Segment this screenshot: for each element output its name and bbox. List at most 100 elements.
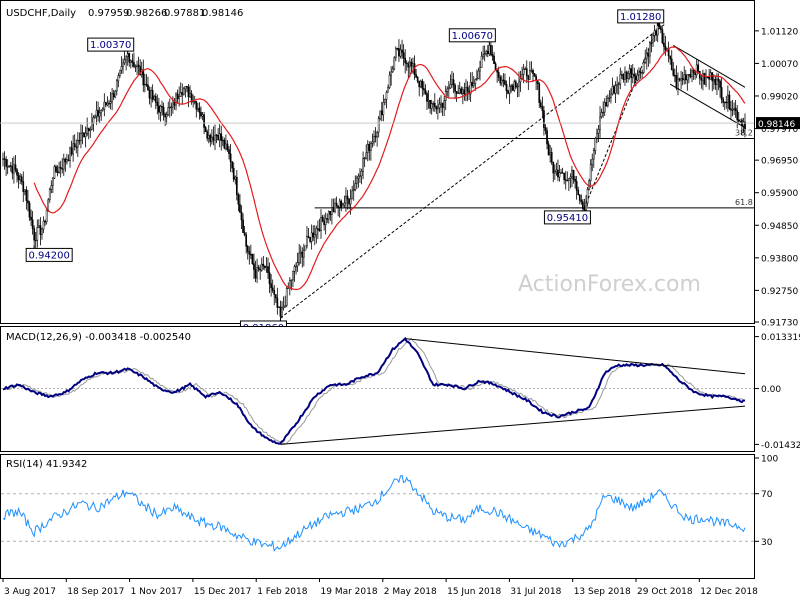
candle-body (283, 307, 284, 308)
candle-body (663, 43, 664, 47)
last-price-label: 0.98146 (758, 120, 795, 130)
candle-body (677, 79, 678, 88)
candle-body (576, 181, 577, 190)
candle-body (372, 142, 373, 143)
candle-body (578, 190, 579, 195)
candle-body (571, 170, 572, 177)
candle-body (126, 57, 127, 60)
candle-body (723, 99, 724, 102)
candle-body (13, 165, 14, 173)
candle-body (85, 133, 86, 136)
candle-body (80, 134, 81, 141)
candle-body (501, 80, 502, 83)
candle-body (230, 154, 231, 162)
candle-body (249, 252, 250, 255)
candle-body (670, 56, 671, 59)
candle-body (406, 63, 407, 64)
candle-body (375, 136, 376, 137)
swing-label-text: 1.00370 (90, 40, 131, 51)
candle-body (690, 74, 691, 77)
candle-body (166, 115, 167, 117)
candle-body (74, 144, 75, 147)
x-tick-label: 1 Nov 2017 (131, 587, 183, 597)
candle-body (105, 102, 106, 105)
candle-body (440, 103, 441, 104)
candle-body (732, 109, 733, 110)
candle-body (40, 226, 41, 235)
candle-body (392, 69, 393, 72)
macd-tick-label: 0.00 (761, 385, 781, 395)
candle-body (422, 81, 423, 88)
candle-body (147, 85, 148, 90)
candle-body (275, 295, 276, 298)
candle-body (512, 86, 513, 91)
candle-body (29, 203, 30, 217)
candle-body (649, 42, 650, 56)
x-tick-label: 19 Mar 2018 (321, 587, 378, 597)
candle-body (364, 158, 365, 159)
candle-body (587, 189, 588, 203)
candle-body (673, 70, 674, 76)
candle-body (175, 94, 176, 105)
candle-body (542, 107, 543, 111)
candle-body (183, 89, 184, 94)
candle-body (546, 131, 547, 144)
candle-body (347, 196, 348, 199)
candle-body (637, 75, 638, 80)
candle-body (487, 51, 488, 54)
candle-body (322, 217, 323, 221)
candle-body (94, 116, 95, 118)
candle-body (606, 102, 607, 105)
candle-body (585, 203, 586, 210)
rsi-tick-label: 30 (761, 538, 773, 548)
candle-body (199, 108, 200, 112)
candle-body (515, 82, 516, 87)
candle-body (35, 240, 36, 241)
x-tick-label: 13 Sep 2018 (574, 587, 631, 597)
candle-body (635, 76, 636, 80)
candle-body (96, 110, 97, 116)
candle-body (112, 94, 113, 102)
candle-body (333, 207, 334, 211)
candle-body (348, 199, 349, 204)
candle-body (490, 45, 491, 54)
candle-body (493, 56, 494, 64)
candle-body (222, 140, 223, 141)
candle-body (182, 92, 183, 94)
candle-body (439, 104, 440, 108)
swing-label-text: 1.01280 (620, 12, 661, 23)
candle-body (603, 112, 604, 113)
candle-body (97, 110, 98, 116)
candle-body (651, 42, 652, 43)
candle-body (138, 65, 139, 67)
candle-body (437, 108, 438, 109)
candle-body (366, 153, 367, 158)
candle-body (82, 133, 83, 134)
candle-body (362, 159, 363, 172)
candle-body (188, 87, 189, 97)
candle-body (356, 178, 357, 183)
candle-body (458, 93, 459, 94)
candle-body (207, 132, 208, 139)
candle-body (609, 97, 610, 98)
candle-body (467, 87, 468, 91)
candle-body (324, 221, 325, 225)
candle-body (464, 90, 465, 94)
candle-body (724, 102, 725, 103)
candle-body (551, 152, 552, 162)
candle-body (177, 94, 178, 99)
candle-body (130, 61, 131, 63)
candle-body (49, 190, 50, 200)
candle-body (656, 31, 657, 35)
macd-panel: MACD(12,26,9) -0.003418 -0.002540 0.0133… (1, 327, 800, 452)
candle-body (565, 180, 566, 181)
price-tick-label: 0.96950 (761, 157, 798, 167)
candle-body (252, 254, 253, 263)
ohlc-open: 0.97959 (88, 8, 129, 19)
candle-body (295, 266, 296, 267)
candle-body (26, 190, 27, 201)
candle-body (129, 53, 130, 62)
candle-body (242, 220, 243, 233)
